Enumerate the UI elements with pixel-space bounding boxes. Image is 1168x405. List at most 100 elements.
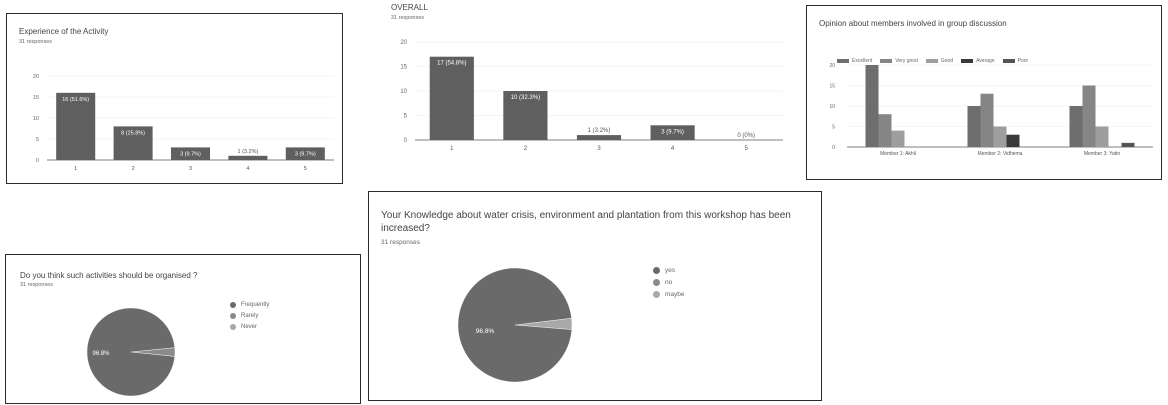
- legend-dot: [653, 266, 660, 274]
- legend-dot: [230, 323, 236, 330]
- bar: [228, 155, 268, 160]
- legend-item: Average: [961, 58, 995, 64]
- knowledge-chart-legend: yes no maybe: [653, 264, 685, 300]
- y-tick-label: 5: [404, 114, 408, 120]
- data-label: 10 (32.3%): [511, 95, 540, 101]
- x-tick-label: Member 1: Akhil: [880, 151, 916, 157]
- legend-label: Never: [241, 323, 258, 330]
- legend-label: Excellent: [852, 58, 873, 64]
- pie-slice-label: 96.8%: [92, 351, 110, 357]
- legend-item: Frequently: [230, 299, 269, 310]
- legend-item: Excellent: [837, 58, 872, 64]
- knowledge-pie-chart: 96.8%: [457, 267, 573, 383]
- y-tick-label: 5: [36, 137, 39, 143]
- bar: [170, 147, 211, 160]
- overall-chart-panel: OVERALL 31 responses 0 5 10 15 20 17 (54.8%) 1…: [385, 0, 790, 160]
- legend-dot: [230, 301, 236, 308]
- knowledge-chart-subtitle: 31 responses: [381, 239, 421, 246]
- bar: [1069, 106, 1083, 147]
- data-label: 3 (9.7%): [180, 151, 201, 157]
- opinion-grouped-bar-chart: 0 5 10 15 20 Member 1: Akhil Member 2: Vidhema…: [829, 63, 1153, 157]
- y-tick-label: 10: [400, 89, 407, 95]
- y-tick-label: 15: [829, 84, 835, 90]
- x-tick-label: 3: [189, 166, 192, 172]
- legend-label: Good: [940, 58, 954, 64]
- legend-label: no: [665, 278, 673, 286]
- y-tick-label: 15: [33, 95, 39, 101]
- y-tick-label: 20: [400, 40, 407, 46]
- legend-dot: [653, 278, 660, 286]
- y-tick-label: 10: [829, 104, 835, 110]
- organised-chart-title: Do you think such activities should be o…: [20, 271, 198, 280]
- legend-label: Frequently: [241, 301, 270, 308]
- x-tick-label: 3: [597, 146, 601, 152]
- y-tick-label: 0: [36, 158, 39, 164]
- bar: [878, 114, 892, 147]
- organised-chart-subtitle: 31 responses: [20, 282, 54, 288]
- legend-label: Poor: [1017, 58, 1029, 64]
- pie-slice-label: 96.8%: [476, 328, 495, 335]
- bar: [1121, 142, 1135, 147]
- legend-label: Very good: [895, 58, 918, 64]
- knowledge-chart-title-text: Your Knowledge about water crisis, envir…: [381, 210, 791, 234]
- bar: [650, 125, 695, 140]
- x-tick-label: 1: [74, 166, 77, 172]
- data-label: 0 (0%): [737, 133, 755, 139]
- bar: [967, 106, 981, 147]
- legend-item: no: [653, 276, 685, 288]
- bar: [1082, 85, 1096, 147]
- bar: [1095, 126, 1109, 147]
- bar: [1006, 134, 1020, 147]
- legend-swatch: [925, 59, 938, 63]
- knowledge-chart-title: Your Knowledge about water crisis, envir…: [381, 209, 811, 235]
- y-tick-label: 0: [832, 145, 835, 151]
- organised-pie-chart: 96.8%: [86, 307, 176, 397]
- pie-slice: [457, 267, 573, 383]
- data-label: 1 (3.2%): [588, 128, 611, 134]
- x-tick-label: 5: [745, 146, 749, 152]
- organised-chart-legend: Frequently Rarely Never: [230, 299, 269, 332]
- data-label: 3 (9.7%): [295, 151, 316, 157]
- bar: [865, 65, 879, 147]
- bar: [993, 126, 1007, 147]
- legend-swatch: [880, 59, 893, 63]
- data-label: 8 (25.8%): [121, 130, 145, 136]
- legend-item: Rarely: [230, 310, 269, 321]
- data-label: 17 (54.8%): [437, 61, 466, 67]
- organised-chart-panel: Do you think such activities should be o…: [5, 254, 361, 404]
- y-tick-label: 15: [400, 65, 407, 71]
- overall-chart-title: OVERALL: [391, 3, 428, 12]
- legend-swatch: [1002, 59, 1015, 63]
- experience-chart-subtitle: 31 responses: [19, 39, 53, 45]
- data-label: 16 (51.6%): [62, 97, 89, 103]
- pie-slice: [86, 307, 175, 397]
- y-tick-label: 20: [33, 74, 39, 80]
- x-tick-label: 4: [246, 166, 249, 172]
- legend-item: Very good: [880, 58, 918, 64]
- x-tick-label: 4: [671, 146, 675, 152]
- legend-swatch: [837, 59, 849, 63]
- overall-chart-subtitle: 31 responses: [391, 15, 425, 21]
- knowledge-chart-panel: Your Knowledge about water crisis, envir…: [368, 191, 822, 401]
- bar: [891, 130, 905, 147]
- legend-item: maybe: [653, 288, 685, 300]
- y-tick-label: 0: [404, 138, 408, 144]
- experience-chart-title: Experience of the Activity: [19, 27, 109, 36]
- legend-label: Rarely: [241, 312, 259, 319]
- x-tick-label: 1: [450, 146, 454, 152]
- legend-item: Good: [925, 58, 954, 64]
- legend-item: yes: [653, 264, 685, 276]
- y-tick-label: 5: [832, 125, 835, 131]
- x-tick-label: 2: [132, 166, 135, 172]
- experience-bar-chart: 0 5 10 15 20 16 (51.6%) 1 8 (25.8%) 2 3 (9.7%) 3 1 …: [33, 74, 334, 172]
- legend-swatch: [961, 59, 974, 63]
- bar: [56, 92, 96, 160]
- legend-dot: [230, 312, 236, 319]
- x-tick-label: 5: [304, 166, 307, 172]
- overall-bar-chart: 0 5 10 15 20 17 (54.8%) 1 10 (32.3%) 2 1 (3.2%) 3 3…: [400, 40, 783, 152]
- bar: [503, 91, 548, 140]
- opinion-chart-title: Opinion about members involved in group …: [819, 19, 1007, 28]
- bar: [576, 135, 622, 140]
- opinion-chart-panel: Opinion about members involved in group …: [806, 5, 1162, 180]
- legend-dot: [653, 290, 660, 298]
